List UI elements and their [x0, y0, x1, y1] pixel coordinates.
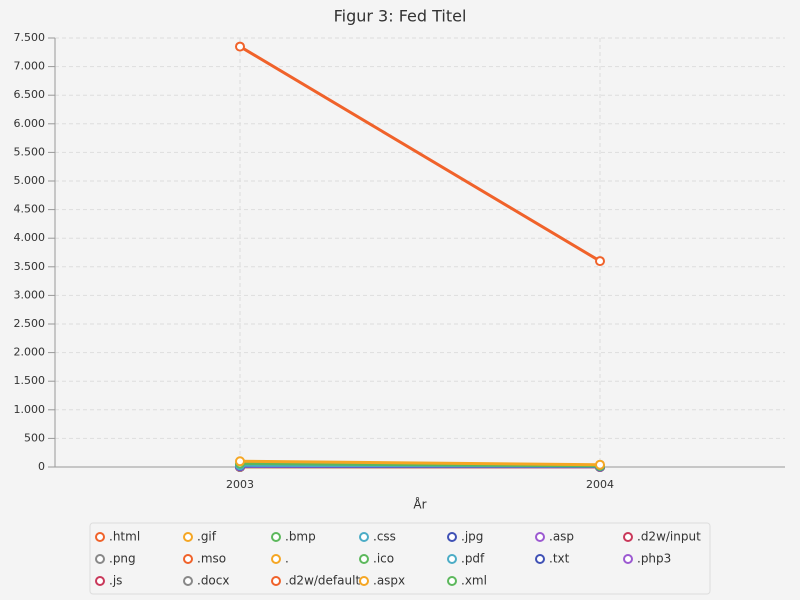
- legend-label: .mso: [197, 552, 226, 566]
- y-tick-label: 4.500: [14, 203, 46, 216]
- legend-marker: [271, 576, 281, 586]
- legend-marker: [183, 576, 193, 586]
- legend-label: .aspx: [373, 574, 405, 588]
- legend-box: [89, 522, 711, 595]
- legend-label: .png: [109, 552, 136, 566]
- legend-label: .xml: [461, 574, 487, 588]
- legend-marker: [183, 532, 193, 542]
- legend-marker: [183, 554, 193, 564]
- legend-label: .gif: [197, 530, 217, 544]
- data-point: [235, 456, 245, 467]
- y-tick-label: 1.500: [14, 374, 46, 387]
- legend-label: .ico: [373, 552, 394, 566]
- data-point: [595, 459, 605, 470]
- data-point: [235, 41, 245, 52]
- legend-marker: [359, 532, 369, 542]
- legend-marker: [535, 554, 545, 564]
- legend-label: .: [285, 552, 289, 566]
- y-tick-label: 0: [38, 460, 45, 473]
- legend-label: .txt: [549, 552, 570, 566]
- legend-marker: [95, 554, 105, 564]
- legend-marker: [271, 554, 281, 564]
- legend-label: .jpg: [461, 530, 483, 544]
- legend-label: .asp: [549, 530, 574, 544]
- data-point: [595, 256, 605, 267]
- legend-marker: [95, 532, 105, 542]
- legend-marker: [95, 576, 105, 586]
- legend-label: .css: [373, 530, 396, 544]
- y-tick-label: 4.000: [14, 231, 46, 244]
- legend-marker: [535, 532, 545, 542]
- x-tick-label: 2003: [226, 478, 254, 491]
- legend-marker: [447, 532, 457, 542]
- y-tick-label: 5.500: [14, 145, 46, 158]
- y-tick-label: 3.000: [14, 288, 46, 301]
- legend-label: .d2w/default: [285, 574, 360, 588]
- legend-label: .pdf: [461, 552, 485, 566]
- legend-label: .php3: [637, 552, 671, 566]
- legend-marker: [623, 554, 633, 564]
- chart-title: Figur 3: Fed Titel: [334, 7, 467, 26]
- y-tick-label: 3.500: [14, 260, 46, 273]
- legend-label: .docx: [197, 574, 229, 588]
- legend-marker: [359, 576, 369, 586]
- legend-marker: [271, 532, 281, 542]
- y-tick-label: 7.500: [14, 31, 46, 44]
- y-tick-label: 7.000: [14, 60, 46, 73]
- y-tick-label: 6.500: [14, 88, 46, 101]
- legend-marker: [623, 532, 633, 542]
- series-line: [239, 459, 601, 467]
- legend-label: .bmp: [285, 530, 316, 544]
- y-tick-label: 5.000: [14, 174, 46, 187]
- legend-marker: [447, 576, 457, 586]
- y-tick-label: 1.000: [14, 403, 46, 416]
- legend-marker: [447, 554, 457, 564]
- x-tick-label: 2004: [586, 478, 614, 491]
- series-line: [239, 45, 601, 263]
- y-tick-label: 2.500: [14, 317, 46, 330]
- y-tick-label: 6.000: [14, 117, 46, 130]
- legend-label: .js: [109, 574, 122, 588]
- legend-marker: [359, 554, 369, 564]
- y-tick-label: 2.000: [14, 346, 46, 359]
- y-tick-label: 500: [24, 431, 45, 444]
- legend-label: .html: [109, 530, 140, 544]
- legend-label: .d2w/input: [637, 530, 701, 544]
- x-axis-title: År: [413, 497, 426, 512]
